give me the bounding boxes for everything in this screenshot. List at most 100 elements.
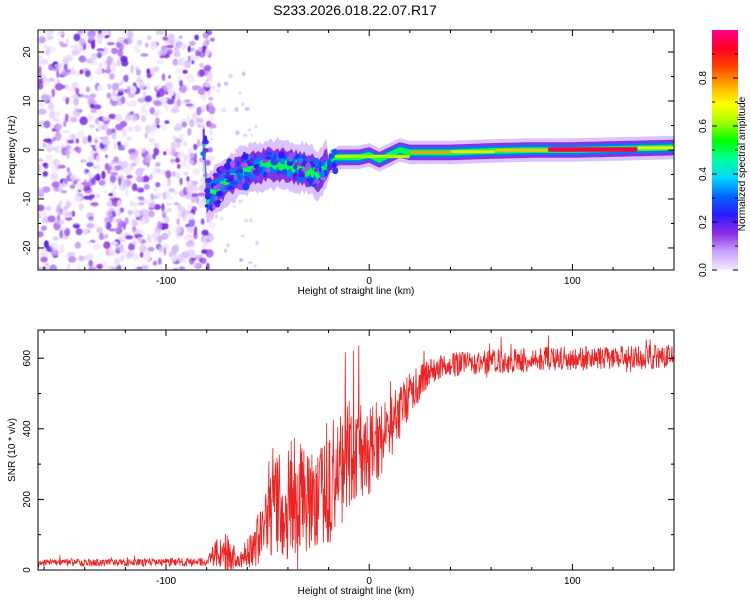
noise-speckle xyxy=(69,66,76,75)
noise-speckle xyxy=(96,48,105,52)
noise-speckle xyxy=(159,123,168,131)
noise-speckle xyxy=(97,85,103,91)
noise-speckle xyxy=(190,180,199,186)
noise-speckle xyxy=(198,50,206,58)
noise-speckle xyxy=(177,210,181,219)
noise-speckle xyxy=(136,266,143,270)
signal-blob xyxy=(258,166,263,172)
noise-speckle xyxy=(178,266,186,270)
noise-speckle xyxy=(203,65,212,71)
noise-speckle xyxy=(137,97,146,103)
noise-speckle xyxy=(114,241,120,250)
noise-speckle xyxy=(78,202,84,211)
noise-speckle xyxy=(72,223,81,229)
noise-speckle xyxy=(112,167,116,171)
noise-speckle xyxy=(241,102,245,107)
noise-speckle xyxy=(53,78,58,85)
noise-speckle xyxy=(75,138,80,144)
noise-speckle xyxy=(240,235,245,238)
noise-speckle xyxy=(197,192,206,197)
noise-speckle xyxy=(85,241,92,245)
noise-speckle xyxy=(178,35,183,39)
noise-speckle xyxy=(106,65,111,74)
noise-speckle xyxy=(207,90,211,95)
noise-speckle xyxy=(153,192,162,199)
noise-speckle xyxy=(67,263,71,270)
y-tick-label: 0 xyxy=(22,567,33,573)
noise-speckle xyxy=(134,48,141,54)
noise-speckle xyxy=(208,222,216,228)
noise-speckle xyxy=(82,136,88,145)
noise-speckle xyxy=(125,188,130,198)
noise-speckle xyxy=(64,227,71,237)
noise-speckle xyxy=(194,34,199,41)
noise-speckle xyxy=(75,87,80,95)
noise-speckle xyxy=(156,142,160,150)
signal-blob xyxy=(214,196,218,202)
noise-speckle xyxy=(90,202,99,207)
noise-speckle xyxy=(94,68,103,75)
noise-speckle xyxy=(90,177,96,185)
noise-speckle xyxy=(65,149,72,155)
noise-speckle xyxy=(167,51,172,55)
signal-blob xyxy=(298,157,304,163)
noise-speckle xyxy=(119,232,125,240)
noise-speckle xyxy=(103,241,111,249)
noise-speckle xyxy=(188,218,195,228)
noise-speckle xyxy=(146,72,152,79)
signal-blob xyxy=(211,204,216,210)
noise-speckle xyxy=(166,99,175,105)
noise-speckle xyxy=(178,84,187,94)
noise-speckle xyxy=(187,128,192,136)
spectrogram-x-label: Height of straight line (km) xyxy=(298,286,415,297)
noise-speckle xyxy=(127,126,134,132)
noise-speckle xyxy=(65,113,69,123)
noise-speckle xyxy=(145,101,150,106)
signal-blob xyxy=(204,193,213,197)
noise-speckle xyxy=(56,79,61,84)
noise-speckle xyxy=(43,138,52,143)
noise-speckle xyxy=(207,147,213,153)
noise-speckle xyxy=(88,172,92,179)
noise-speckle xyxy=(216,89,221,93)
noise-speckle xyxy=(221,107,227,113)
noise-speckle xyxy=(201,229,209,236)
noise-speckle xyxy=(108,228,117,232)
noise-speckle xyxy=(156,48,163,57)
noise-speckle xyxy=(171,106,176,114)
noise-speckle xyxy=(176,218,180,225)
noise-speckle xyxy=(87,155,94,162)
noise-speckle xyxy=(206,72,214,82)
noise-speckle xyxy=(136,168,144,177)
noise-speckle xyxy=(144,42,149,48)
signal-blob xyxy=(243,153,249,160)
noise-speckle xyxy=(149,173,153,180)
noise-speckle xyxy=(63,63,68,71)
signal-blob xyxy=(216,190,224,197)
signal-blob xyxy=(279,157,286,164)
noise-speckle xyxy=(186,226,195,234)
noise-speckle xyxy=(196,139,201,148)
noise-speckle xyxy=(241,72,246,75)
noise-speckle xyxy=(96,193,101,199)
spectrogram-image xyxy=(38,30,674,270)
noise-speckle xyxy=(121,161,129,169)
noise-speckle xyxy=(189,257,195,265)
noise-speckle xyxy=(205,47,211,57)
noise-speckle xyxy=(156,91,160,99)
noise-speckle xyxy=(38,146,43,150)
noise-speckle xyxy=(70,116,78,123)
noise-speckle xyxy=(133,267,137,270)
noise-speckle xyxy=(174,141,181,149)
snr-y-axis: 0 200 400 600 xyxy=(22,349,674,573)
noise-speckle xyxy=(239,91,241,95)
noise-speckle xyxy=(78,255,86,261)
noise-speckle xyxy=(184,235,192,241)
noise-speckle xyxy=(38,231,44,238)
noise-speckle xyxy=(138,81,146,90)
x-tick-label: 100 xyxy=(564,576,581,587)
noise-speckle xyxy=(243,133,248,137)
noise-speckle xyxy=(173,51,181,58)
noise-speckle xyxy=(147,233,151,243)
noise-speckle xyxy=(98,63,103,68)
